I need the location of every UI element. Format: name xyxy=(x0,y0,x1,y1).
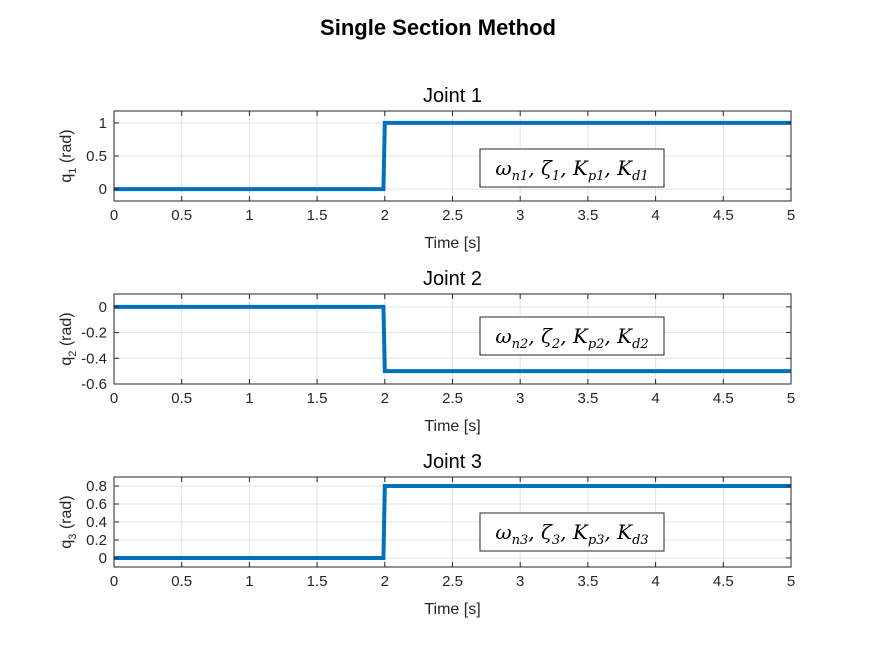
x-tick-label: 0 xyxy=(110,573,118,590)
x-tick-label: 3 xyxy=(516,390,524,407)
y-tick-label: 0 xyxy=(99,550,107,567)
y-tick-label: 0.2 xyxy=(86,532,107,549)
annotation-text: ωn1, ζ1, Kp1, Kd1 xyxy=(495,156,648,184)
parameter-annotation: ωn2, ζ2, Kp2, Kd2 xyxy=(479,316,665,356)
x-tick-label: 2 xyxy=(381,207,389,224)
y-tick-label: 0.6 xyxy=(86,496,107,513)
series-line xyxy=(114,484,791,560)
parameter-annotation: ωn3, ζ3, Kp3, Kd3 xyxy=(479,512,665,552)
x-tick-label: 2.5 xyxy=(442,207,463,224)
subplot-title: Joint 1 xyxy=(423,85,482,107)
y-tick-label: 0.8 xyxy=(86,478,107,495)
subplot-title: Joint 3 xyxy=(423,451,482,473)
subplot-joint-1: 0 0.5 1 1.5 2 2.5 3 3.5 4 4.5 5 0 0.5 1 Joint 1 Time [s… xyxy=(58,85,795,252)
x-tick-label: 4.5 xyxy=(713,207,734,224)
subplot-joint-3: 0 0.5 1 1.5 2 2.5 3 3.5 4 4.5 500.20.40.60.8Joint … xyxy=(58,451,795,618)
x-tick-label: 4.5 xyxy=(713,573,734,590)
x-tick-label: 5 xyxy=(787,573,795,590)
annotation-text: ωn2, ζ2, Kp2, Kd2 xyxy=(495,324,648,352)
x-tick-label: 1.5 xyxy=(307,390,328,407)
x-tick-label: 0.5 xyxy=(171,390,192,407)
subplot-title: Joint 2 xyxy=(423,268,482,290)
x-tick-label: 4.5 xyxy=(713,390,734,407)
subplots: 0 0.5 1 1.5 2 2.5 3 3.5 4 4.5 5 0 0.5 1 Joint 1 Time [s… xyxy=(58,85,795,618)
y-tick-label: 1 xyxy=(99,115,107,132)
y-tick-label: 0.5 xyxy=(86,148,107,165)
x-tick-label: 1 xyxy=(245,390,253,407)
x-tick-label: 0.5 xyxy=(171,573,192,590)
x-tick-label: 3.5 xyxy=(577,390,598,407)
annotation-box xyxy=(479,316,665,356)
y-axis-label: q1 (rad) xyxy=(58,129,79,182)
annotation-box xyxy=(479,512,665,552)
x-tick-label: 1.5 xyxy=(307,573,328,590)
annotation-box xyxy=(479,148,665,188)
x-axis-label: Time [s] xyxy=(424,601,480,618)
y-tick-label: 0 xyxy=(99,181,107,198)
y-tick-label: -0.4 xyxy=(81,350,107,367)
parameter-annotation: ωn1, ζ1, Kp1, Kd1 xyxy=(479,148,665,188)
figure-title: Single Section Method xyxy=(320,15,556,40)
y-axis-label: q2 (rad) xyxy=(58,312,79,365)
x-tick-label: 5 xyxy=(787,207,795,224)
series-line xyxy=(114,120,791,192)
x-tick-label: 5 xyxy=(787,390,795,407)
x-tick-label: 2.5 xyxy=(442,390,463,407)
annotation-text: ωn3, ζ3, Kp3, Kd3 xyxy=(495,520,648,548)
x-tick-label: 3 xyxy=(516,573,524,590)
y-tick-label: 0 xyxy=(99,299,107,316)
x-tick-label: 1 xyxy=(245,573,253,590)
x-tick-label: 4 xyxy=(651,573,659,590)
series-line xyxy=(114,304,791,374)
y-tick-label: -0.6 xyxy=(81,376,107,393)
x-tick-label: 3 xyxy=(516,207,524,224)
x-tick-label: 1.5 xyxy=(307,207,328,224)
x-tick-label: 2 xyxy=(381,390,389,407)
x-axis-label: Time [s] xyxy=(424,235,480,252)
x-tick-label: 0 xyxy=(110,390,118,407)
y-tick-label: 0.4 xyxy=(86,514,107,531)
x-tick-label: 0.5 xyxy=(171,207,192,224)
x-tick-label: 2 xyxy=(381,573,389,590)
x-tick-label: 4 xyxy=(651,207,659,224)
x-tick-label: 1 xyxy=(245,207,253,224)
x-tick-label: 3.5 xyxy=(577,207,598,224)
x-tick-label: 2.5 xyxy=(442,573,463,590)
x-tick-label: 4 xyxy=(651,390,659,407)
x-tick-label: 0 xyxy=(110,207,118,224)
x-axis-label: Time [s] xyxy=(424,418,480,435)
x-tick-label: 3.5 xyxy=(577,573,598,590)
subplot-joint-2: 0 0.5 1 1.5 2 2.5 3 3.5 4 4.5 5 -0.6 -0.4 -0.2 0 Joint … xyxy=(58,268,795,435)
y-tick-label: -0.2 xyxy=(81,325,107,342)
y-axis-label: q3 (rad) xyxy=(58,495,79,548)
